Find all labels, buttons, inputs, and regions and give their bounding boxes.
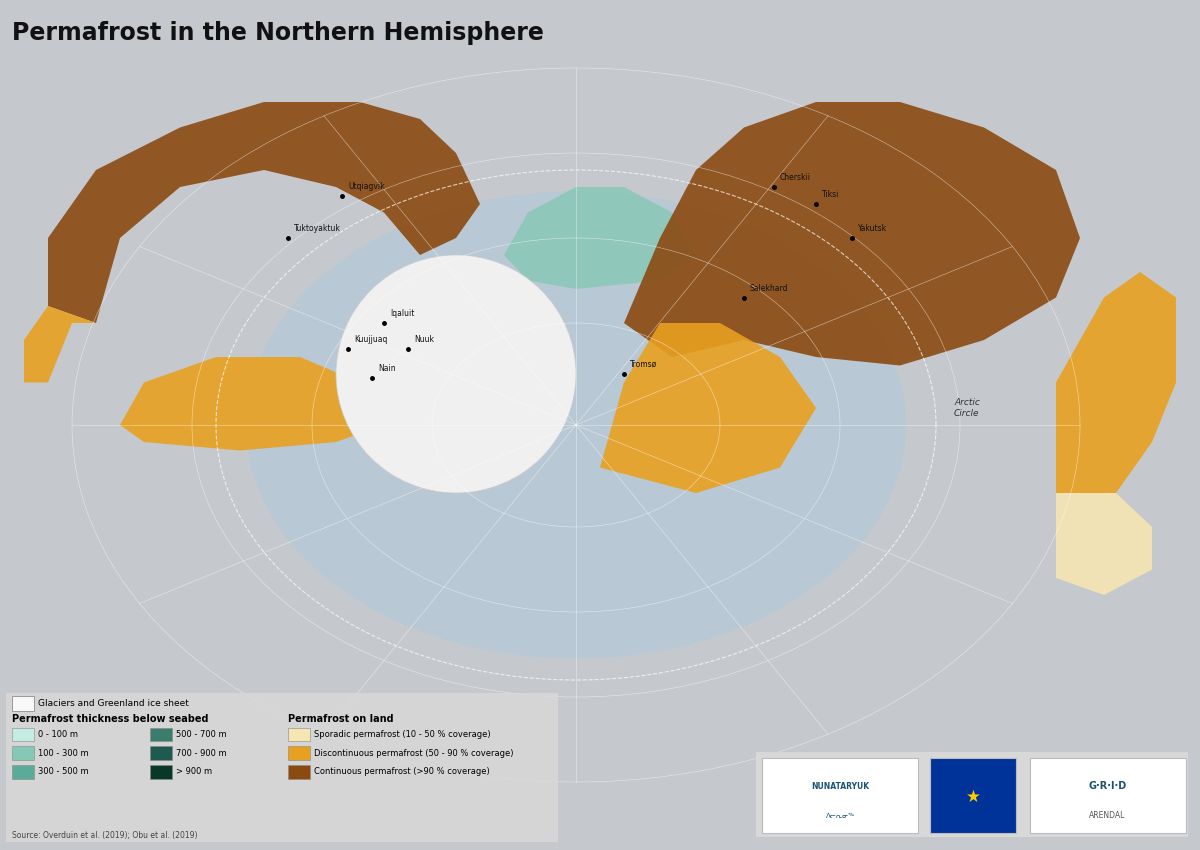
Polygon shape xyxy=(1056,493,1152,595)
Bar xyxy=(762,758,918,833)
Text: Permafrost thickness below seabed: Permafrost thickness below seabed xyxy=(12,714,209,724)
Text: Glaciers and Greenland ice sheet: Glaciers and Greenland ice sheet xyxy=(38,700,190,708)
Text: 0 - 100 m: 0 - 100 m xyxy=(38,730,78,739)
Bar xyxy=(150,765,172,779)
Text: Tromsø: Tromsø xyxy=(630,360,658,369)
Bar xyxy=(288,746,310,760)
Text: ᐱᓕᕆᓂᖅ: ᐱᓕᕆᓂᖅ xyxy=(826,813,854,819)
Bar xyxy=(12,746,34,760)
Text: Utqiagvik: Utqiagvik xyxy=(348,182,385,190)
Text: > 900 m: > 900 m xyxy=(176,768,212,776)
Text: 300 - 500 m: 300 - 500 m xyxy=(38,768,89,776)
Text: ★: ★ xyxy=(966,788,980,807)
Text: Sporadic permafrost (10 - 50 % coverage): Sporadic permafrost (10 - 50 % coverage) xyxy=(314,730,491,739)
Bar xyxy=(150,728,172,741)
Bar xyxy=(150,746,172,760)
Polygon shape xyxy=(48,102,480,323)
Polygon shape xyxy=(1056,272,1176,493)
Text: ARENDAL: ARENDAL xyxy=(1090,812,1126,820)
Bar xyxy=(12,696,34,711)
Text: Cherskii: Cherskii xyxy=(780,173,811,182)
Polygon shape xyxy=(24,306,96,382)
Text: NUNATARYUK: NUNATARYUK xyxy=(811,782,869,790)
Text: Tuktoyaktuk: Tuktoyaktuk xyxy=(294,224,341,233)
Text: Source: Overduin et al. (2019); Obu et al. (2019): Source: Overduin et al. (2019); Obu et a… xyxy=(12,830,198,840)
Polygon shape xyxy=(624,102,1080,366)
Text: Permafrost in the Northern Hemisphere: Permafrost in the Northern Hemisphere xyxy=(12,21,544,45)
Polygon shape xyxy=(120,357,384,451)
Text: Discontinuous permafrost (50 - 90 % coverage): Discontinuous permafrost (50 - 90 % cove… xyxy=(314,749,514,757)
Text: Nuuk: Nuuk xyxy=(414,335,434,343)
Text: 700 - 900 m: 700 - 900 m xyxy=(176,749,227,757)
Ellipse shape xyxy=(246,191,906,659)
Bar xyxy=(12,728,34,741)
Text: Arctic
Circle: Arctic Circle xyxy=(954,399,980,417)
Ellipse shape xyxy=(336,255,576,493)
Text: 500 - 700 m: 500 - 700 m xyxy=(176,730,227,739)
Bar xyxy=(288,765,310,779)
Bar xyxy=(1030,758,1186,833)
Text: Permafrost on land: Permafrost on land xyxy=(288,714,394,724)
Bar xyxy=(288,728,310,741)
Text: G·R·I·D: G·R·I·D xyxy=(1088,781,1127,791)
Text: Salekhard: Salekhard xyxy=(750,284,788,292)
Text: Tiksi: Tiksi xyxy=(822,190,839,199)
Bar xyxy=(930,758,1016,833)
Polygon shape xyxy=(600,323,816,493)
Text: 100 - 300 m: 100 - 300 m xyxy=(38,749,89,757)
Bar xyxy=(6,693,558,842)
Bar xyxy=(12,765,34,779)
Text: Nain: Nain xyxy=(378,365,396,373)
Text: Kuujjuaq: Kuujjuaq xyxy=(354,335,388,343)
Polygon shape xyxy=(504,187,696,289)
Text: Continuous permafrost (>90 % coverage): Continuous permafrost (>90 % coverage) xyxy=(314,768,490,776)
Text: Iqaluit: Iqaluit xyxy=(390,309,414,318)
Text: Yakutsk: Yakutsk xyxy=(858,224,887,233)
Bar xyxy=(756,752,1188,837)
